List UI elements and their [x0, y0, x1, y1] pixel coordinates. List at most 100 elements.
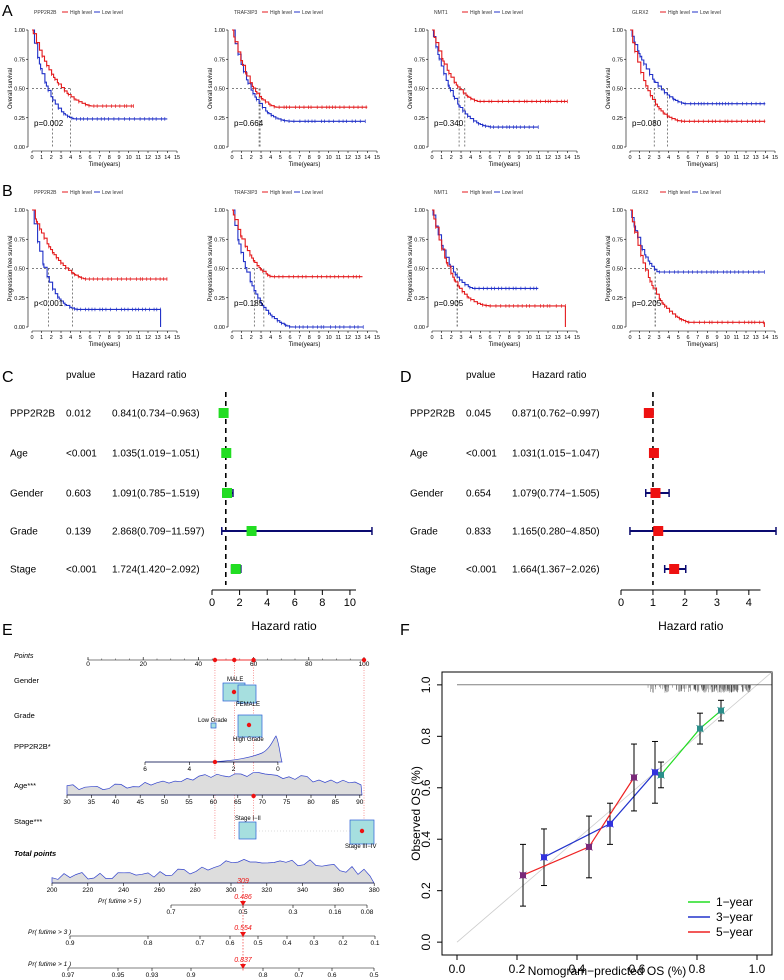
nomo-stage-3-label: Stage III−IV [345, 844, 377, 850]
forest-hr-box [218, 408, 229, 418]
km-x-tick-label: 13 [555, 335, 561, 341]
nomo-grade-low-label: Low Grade [198, 718, 228, 724]
km-x-tick-label: 5 [677, 335, 680, 341]
km-censor-marks-high [234, 217, 360, 279]
calib-legend-label: 5−year [716, 925, 753, 939]
km-censor-marks-low [237, 237, 364, 329]
km-x-tick-label: 12 [545, 335, 551, 341]
nomo-pr1-tick-label: 0.97 [62, 972, 75, 979]
panel-letter-c: C [2, 369, 14, 386]
forest-row-hr: 0.841(0.734−0.963) [112, 409, 200, 420]
km-x-label: Time(years) [89, 342, 121, 348]
forest-x-tick-label: 10 [344, 597, 356, 609]
forest-x-tick-label: 1 [650, 597, 656, 609]
nomo-pr1-marker [240, 964, 246, 969]
km-x-tick-label: 6 [686, 335, 689, 341]
calib-legend-label: 1−year [716, 895, 753, 909]
km-x-tick-label: 14 [364, 155, 370, 161]
forest-row-name: Age [410, 449, 428, 460]
km-y-label: Overall survival [8, 68, 14, 109]
km-y-tick-label: 0.25 [414, 116, 425, 122]
km-curve-low [232, 29, 366, 122]
nomo-pr5-tick-label: 0.5 [238, 909, 247, 916]
forest-hr-box [648, 448, 659, 458]
nomo-gender-female-box [237, 684, 257, 704]
km-x-tick-label: 2 [250, 155, 253, 161]
km-y-tick-label: 1.00 [414, 28, 425, 34]
km-y-tick-label: 0.50 [612, 267, 623, 273]
forest-hr-header: Hazard ratio [132, 370, 187, 381]
km-x-tick-label: 5 [79, 155, 82, 161]
calib-y-tick-label: 0.6 [419, 779, 433, 796]
km-curve-low [630, 29, 766, 105]
nomo-pr1-tick-label: 0.95 [112, 972, 125, 979]
km-x-tick-label: 15 [574, 155, 580, 161]
km-x-tick-label: 8 [108, 335, 111, 341]
nomo-age-tick-label: 80 [307, 799, 315, 806]
calib-point-x [606, 820, 614, 828]
km-x-tick-label: 0 [430, 155, 433, 161]
km-x-tick-label: 1 [440, 335, 443, 341]
nomo-pr3-tick-label: 0.7 [195, 940, 204, 947]
forest-row-pvalue: <0.001 [66, 565, 97, 576]
forest-row-hr: 1.091(0.785−1.519) [112, 489, 200, 500]
km-x-tick-label: 4 [667, 335, 670, 341]
forest-row-pvalue: 0.654 [466, 489, 491, 500]
km-curve-low [630, 209, 765, 273]
km-x-tick-label: 7 [98, 155, 101, 161]
nomo-grade-marker [246, 722, 252, 728]
km-x-tick-label: 9 [517, 155, 520, 161]
km-legend-high: High level [470, 10, 492, 16]
calib-point-x [657, 771, 665, 779]
nomo-total-tick-label: 280 [190, 887, 201, 894]
forest-x-tick-label: 6 [292, 597, 298, 609]
nomo-pr1-tick-label: 0.7 [294, 972, 303, 979]
km-legend-high: High level [470, 190, 492, 196]
calib-line [522, 777, 635, 876]
km-x-tick-label: 7 [498, 155, 501, 161]
km-plot-os-ppp2r2b: PPP2R2B High level Low level 0.00 0.25 0.50 0.… [8, 10, 180, 168]
km-y-tick-label: 0.25 [214, 296, 225, 302]
forest-x-tick-label: 3 [714, 597, 720, 609]
km-x-tick-label: 3 [59, 335, 62, 341]
km-x-tick-label: 15 [174, 155, 180, 161]
nomo-pr3-marker [240, 932, 246, 937]
km-curve-low [232, 209, 364, 328]
km-x-tick-label: 8 [108, 155, 111, 161]
km-x-tick-label: 7 [498, 335, 501, 341]
km-x-tick-label: 13 [355, 155, 361, 161]
nomo-points-marker [232, 657, 237, 663]
km-y-tick-label: 1.00 [612, 208, 623, 214]
nomo-gender-female-label: FEMALE [236, 702, 260, 708]
km-x-tick-label: 6 [488, 335, 491, 341]
km-x-tick-label: 8 [508, 155, 511, 161]
km-x-tick-label: 6 [288, 335, 291, 341]
forest-hr-box [650, 488, 661, 498]
km-y-tick-label: 1.00 [14, 28, 25, 34]
nomo-total-tick-label: 200 [47, 887, 58, 894]
km-x-tick-label: 11 [335, 335, 341, 341]
km-pvalue: p<0.001 [34, 299, 64, 308]
km-gene-label: NMT1 [434, 10, 448, 16]
nomo-total-tick-label: 240 [118, 887, 129, 894]
km-x-tick-label: 14 [164, 335, 170, 341]
km-censor-marks-high [36, 219, 168, 281]
forest-uni: pvalue Hazard ratio PPP2R2B 0.012 0.841(0.73… [10, 370, 373, 633]
km-curve-low [32, 209, 161, 310]
km-y-label: Progression free survival [606, 235, 612, 301]
km-censor-marks-low [633, 224, 765, 274]
nomo-total-tick-label: 260 [154, 887, 165, 894]
km-curve-high [630, 209, 765, 323]
km-curve-high [630, 29, 766, 122]
km-legend-low: Low level [700, 10, 721, 16]
km-x-tick-label: 10 [126, 155, 132, 161]
nomo-gender-male-label: MALE [227, 677, 243, 683]
calib-x-tick-label: 1.0 [749, 962, 766, 976]
km-plot-pfs-ppp2r2b: PPP2R2B High level Low level 0.00 0.25 0.50 0.… [8, 190, 180, 348]
nomo-age-density [66, 772, 363, 796]
nomo-ppp-marker [212, 759, 218, 765]
km-x-tick-label: 1 [40, 335, 43, 341]
nomo-pr3-tick-label: 0.9 [65, 940, 74, 947]
